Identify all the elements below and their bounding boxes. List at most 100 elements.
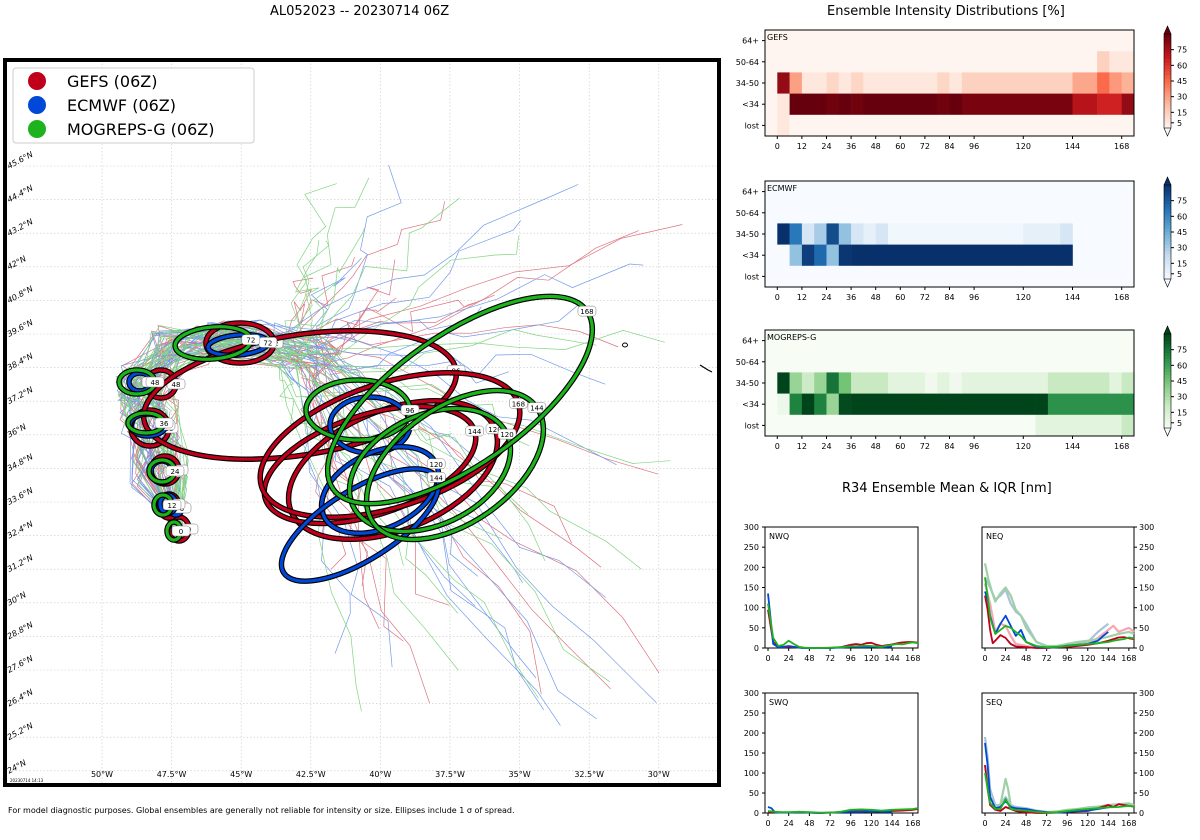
colorbar-step <box>1164 84 1171 88</box>
series-mogreps-g <box>767 807 919 814</box>
colorbar-step <box>1164 65 1171 69</box>
r34-panel-title: SEQ <box>986 698 1002 707</box>
ellipse-label: 144 <box>468 428 482 436</box>
x-tick-label: 12 <box>797 442 807 451</box>
colorbar-step <box>1164 349 1171 354</box>
heatmap-cell <box>949 30 963 52</box>
heatmap-cell <box>949 393 963 416</box>
heatmap-cell <box>801 30 815 52</box>
map-timestamp: 20230714 14:13 <box>10 778 44 783</box>
x-tick-label: 60 <box>895 442 905 451</box>
ellipse-label: 144 <box>430 474 444 482</box>
heatmap-cell <box>1060 244 1073 267</box>
heatmap-cell <box>1121 72 1135 94</box>
heatmap-mogreps-g: MOGREPS-G 64+ 50-64 34-50 <34 lost 0 12 24 36 48 60… <box>736 325 1187 451</box>
heatmap-cell <box>1121 393 1135 416</box>
heatmap-cell <box>777 330 790 352</box>
x-tick-label: 120 <box>864 819 879 828</box>
lon-label: 35°W <box>509 770 531 779</box>
y-tick-label: 300 <box>744 523 759 532</box>
heatmap-title: ECMWF <box>767 184 797 193</box>
heatmap-cell <box>777 30 790 52</box>
colorbar-step <box>1164 266 1171 270</box>
colorbar-step <box>1164 359 1171 363</box>
colorbar-step <box>1164 387 1171 391</box>
colorbar-step <box>1164 235 1171 239</box>
heatmap-cell <box>888 223 1024 245</box>
y-tick-label: 200 <box>1139 563 1154 572</box>
heatmap-cell <box>863 114 938 137</box>
heatmap-cell <box>863 202 876 224</box>
heatmap-cell <box>777 181 790 203</box>
heatmap-cell <box>949 93 963 116</box>
series-mogreps-g <box>984 772 1135 814</box>
heatmap-cell <box>851 330 889 352</box>
heatmap-cell <box>875 181 889 203</box>
y-tick-label: 150 <box>1139 749 1154 758</box>
track-gefs <box>128 330 404 642</box>
heatmap-cell <box>1035 393 1049 416</box>
ellipse-label-box <box>465 425 484 437</box>
colorbar-step <box>1164 343 1171 347</box>
x-tick-label: 0 <box>765 654 770 663</box>
heatmap-cell <box>777 72 790 94</box>
colorbar-step <box>1164 96 1171 101</box>
heatmap-cell <box>937 30 950 52</box>
heatmap-cell <box>1097 72 1110 94</box>
heatmap-title: GEFS <box>767 33 788 42</box>
colorbar-step <box>1164 272 1171 277</box>
heatmap-cell <box>838 51 852 73</box>
colorbar-step <box>1164 393 1171 397</box>
heatmap-cell <box>814 51 827 73</box>
x-tick-label: 120 <box>864 654 879 663</box>
heatmap-cell <box>961 330 1036 352</box>
colorbar-tick-label: 60 <box>1177 61 1187 70</box>
heatmap-cell <box>777 202 790 224</box>
y-tick-label: 50-64 <box>736 358 759 367</box>
map-legend: GEFS (06Z) ECMWF (06Z) MOGREPS-G (06Z) <box>12 67 255 144</box>
colorbar-step <box>1164 362 1171 366</box>
heatmap-cell <box>851 265 864 288</box>
heatmap-cell <box>826 114 840 137</box>
r34-frame <box>981 692 1135 814</box>
colorbar-step <box>1164 213 1171 217</box>
heatmap-cell <box>789 51 803 73</box>
heatmap-cell <box>789 265 803 288</box>
track-ecmwf <box>123 336 341 530</box>
ellipse-label: 12 <box>168 502 177 510</box>
y-tick-label: 200 <box>1139 729 1154 738</box>
heatmap-cell <box>801 244 815 267</box>
colorbar-step <box>1164 406 1171 410</box>
heatmap-cell <box>801 72 815 94</box>
x-tick-label: 72 <box>825 819 835 828</box>
heatmap-cell <box>937 93 950 116</box>
island <box>622 342 628 348</box>
heatmap-cell <box>1023 265 1061 288</box>
ellipse-label-box <box>400 404 420 416</box>
colorbar-step <box>1164 334 1171 338</box>
heatmap-cell <box>801 351 815 373</box>
colorbar-tick-label: 15 <box>1177 259 1187 268</box>
heatmap-cell <box>937 414 950 437</box>
heatmap-cell <box>801 93 815 116</box>
heatmap-cell <box>1121 93 1135 116</box>
x-tick-label: 120 <box>1016 142 1031 151</box>
x-tick-label: 96 <box>969 293 979 302</box>
y-tick-label: 250 <box>1139 709 1154 718</box>
heatmap-cell <box>777 223 790 245</box>
y-tick-label: lost <box>745 272 759 281</box>
heatmap-cell <box>1121 414 1135 437</box>
heatmap-cell <box>851 202 864 224</box>
heatmap-cell <box>888 265 1024 288</box>
heatmap-cell <box>961 114 1073 137</box>
heatmap-cell <box>863 93 938 116</box>
colorbar-step <box>1164 55 1171 60</box>
heatmap-cell <box>937 51 950 73</box>
heatmap-cell <box>875 223 889 245</box>
colorbar-step <box>1164 200 1171 205</box>
heatmap-cell <box>949 72 963 94</box>
x-tick-label: 96 <box>846 654 856 663</box>
track-mogreps-g <box>131 342 642 570</box>
